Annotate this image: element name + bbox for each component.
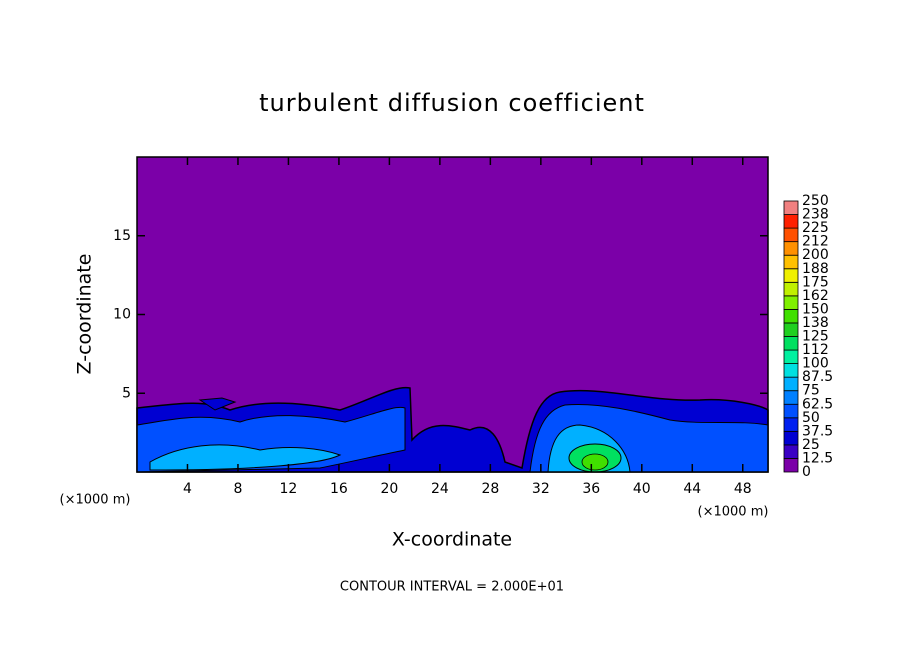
colorbar-label: 138	[802, 315, 829, 331]
x-tick-label: 32	[532, 481, 550, 497]
x-tick-label: 8	[233, 481, 242, 497]
colorbar-band	[783, 349, 799, 364]
x-tick-label: 28	[481, 481, 499, 497]
y-tick-label: 10	[113, 307, 131, 323]
colorbar-label: 162	[802, 288, 829, 304]
colorbar-label: 200	[802, 247, 829, 263]
y-tick-label: 15	[113, 228, 131, 244]
chart-title: turbulent diffusion coefficient	[259, 89, 645, 117]
colorbar-label: 112	[802, 342, 829, 358]
colorbar-band	[783, 403, 799, 419]
x-tick-label: 44	[683, 481, 701, 497]
colorbar-label: 100	[802, 356, 829, 372]
colorbar-label: 62.5	[802, 396, 833, 412]
x-tick-label: 12	[280, 481, 298, 497]
contour-region	[149, 444, 342, 471]
colorbar-band	[783, 376, 799, 392]
colorbar-band	[783, 227, 799, 243]
colorbar-band	[783, 336, 799, 351]
colorbar-band	[783, 363, 799, 378]
x-axis-label: X-coordinate	[392, 529, 512, 551]
colorbar-band	[783, 295, 799, 310]
colorbar-label: 50	[802, 410, 820, 426]
colorbar-band	[783, 308, 799, 324]
x-unit-right: (×1000 m)	[698, 505, 769, 520]
colorbar-band	[783, 390, 799, 405]
colorbar-label: 225	[802, 220, 829, 236]
colorbar-band	[783, 417, 799, 432]
colorbar-label: 0	[802, 464, 811, 480]
colorbar-band	[783, 444, 799, 459]
colorbar-band	[783, 281, 799, 297]
colorbar-band	[783, 200, 799, 215]
footer-note: CONTOUR INTERVAL = 2.000E+01	[340, 580, 564, 595]
x-tick-label: 20	[380, 481, 398, 497]
colorbar-label: 37.5	[802, 423, 833, 439]
x-unit-left: (×1000 m)	[60, 493, 131, 508]
x-tick-label: 4	[183, 481, 192, 497]
contour-field	[136, 157, 769, 473]
colorbar-label: 212	[802, 234, 829, 250]
colorbar-label: 188	[802, 261, 829, 277]
colorbar-label: 150	[802, 301, 829, 317]
colorbar-band	[783, 241, 799, 256]
colorbar-label: 25	[802, 437, 820, 453]
contour-region	[581, 453, 609, 471]
colorbar-band	[783, 430, 799, 446]
colorbar-label: 75	[802, 383, 820, 399]
colorbar-label: 175	[802, 274, 829, 290]
colorbar-label: 12.5	[802, 450, 833, 466]
colorbar-label: 238	[802, 207, 829, 223]
colorbar-label: 87.5	[802, 369, 833, 385]
colorbar-label: 125	[802, 329, 829, 345]
x-tick-label: 24	[431, 481, 449, 497]
y-tick-label: 5	[122, 385, 131, 401]
colorbar-band	[783, 254, 799, 270]
contour-region	[198, 397, 237, 411]
x-tick-label: 48	[734, 481, 752, 497]
x-tick-label: 36	[582, 481, 600, 497]
x-tick-label: 40	[633, 481, 651, 497]
colorbar-label: 250	[802, 193, 829, 209]
colorbar-band	[783, 458, 799, 473]
colorbar-band	[783, 214, 799, 229]
x-tick-label: 16	[330, 481, 348, 497]
colorbar-band	[783, 322, 799, 337]
colorbar-band	[783, 268, 799, 283]
y-axis-label: Z-coordinate	[74, 254, 96, 375]
